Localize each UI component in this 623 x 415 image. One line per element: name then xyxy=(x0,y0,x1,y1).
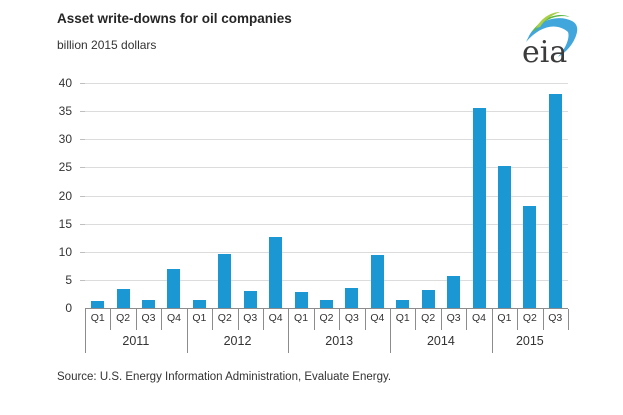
year-separator xyxy=(390,309,391,353)
quarter-separator xyxy=(136,309,137,330)
year-label-2014: 2014 xyxy=(426,334,455,348)
gridline-25 xyxy=(85,167,568,169)
quarter-label-2014-Q3: Q3 xyxy=(446,312,461,324)
y-tick-10 xyxy=(80,251,85,253)
bar-11 xyxy=(370,255,384,308)
y-tick-15 xyxy=(80,223,85,225)
y-tick-label-0: 0 xyxy=(65,301,72,315)
y-tick-label-10: 10 xyxy=(58,244,72,259)
quarter-label-2013-Q4: Q4 xyxy=(370,312,385,324)
year-separator xyxy=(187,309,188,353)
gridline-35 xyxy=(85,111,568,113)
quarter-label-2013-Q3: Q3 xyxy=(344,312,359,324)
bar-1 xyxy=(116,289,130,308)
quarter-label-2011-Q1: Q1 xyxy=(90,312,105,324)
quarter-separator xyxy=(415,309,416,330)
quarter-separator xyxy=(339,309,340,330)
bar-14 xyxy=(447,276,461,308)
quarter-separator xyxy=(365,309,366,330)
bar-13 xyxy=(421,290,435,308)
quarter-separator xyxy=(263,309,264,330)
y-tick-25 xyxy=(80,167,85,169)
bar-0 xyxy=(91,301,105,308)
chart-unit-label: billion 2015 dollars xyxy=(57,38,157,52)
quarter-label-2014-Q4: Q4 xyxy=(472,312,487,324)
y-tick-label-20: 20 xyxy=(58,188,72,203)
quarter-label-2012-Q2: Q2 xyxy=(217,312,232,324)
quarter-label-2013-Q1: Q1 xyxy=(294,312,309,324)
year-label-2012: 2012 xyxy=(223,334,252,348)
quarter-label-2012-Q1: Q1 xyxy=(192,312,207,324)
quarter-label-2011-Q4: Q4 xyxy=(166,312,181,324)
bar-12 xyxy=(396,300,410,308)
chart-title: Asset write-downs for oil companies xyxy=(57,11,292,26)
bar-5 xyxy=(218,254,232,308)
quarter-label-2013-Q2: Q2 xyxy=(319,312,334,324)
x-axis-band: Q1 Q2 Q3 Q4 2011 Q1 Q2 Q3 Q4 2012 Q1 Q2 Q3 Q4 2013 Q1 Q2… xyxy=(85,309,569,355)
year-label-2013: 2013 xyxy=(325,334,354,348)
quarter-separator xyxy=(466,309,467,330)
y-tick-5 xyxy=(80,279,85,281)
quarter-separator xyxy=(441,309,442,330)
y-tick-20 xyxy=(80,195,85,197)
y-tick-30 xyxy=(80,139,85,141)
y-tick-40 xyxy=(80,83,85,84)
quarter-separator xyxy=(161,309,162,330)
logo-blue-swoosh xyxy=(526,18,578,57)
source-note: Source: U.S. Energy Information Administ… xyxy=(57,371,392,383)
eia-logo: eia xyxy=(522,12,578,70)
quarter-label-2015-Q2: Q2 xyxy=(522,312,537,324)
y-tick-label-5: 5 xyxy=(65,272,72,287)
gridline-30 xyxy=(85,139,568,141)
bar-16 xyxy=(497,166,511,308)
bar-4 xyxy=(192,300,206,308)
bar-7 xyxy=(269,237,283,308)
quarter-separator xyxy=(238,309,239,330)
y-tick-35 xyxy=(80,111,85,113)
gridline-15 xyxy=(85,223,568,225)
quarter-label-2011-Q2: Q2 xyxy=(116,312,131,324)
quarter-label-2015-Q3: Q3 xyxy=(548,312,563,324)
quarter-separator xyxy=(543,309,544,330)
bar-3 xyxy=(167,269,181,308)
y-tick-label-40: 40 xyxy=(58,76,72,90)
bar-18 xyxy=(548,94,562,308)
bar-6 xyxy=(243,291,257,308)
gridline-40 xyxy=(85,83,568,84)
quarter-separator xyxy=(212,309,213,330)
y-tick-label-35: 35 xyxy=(58,104,72,119)
year-label-2011: 2011 xyxy=(122,334,150,348)
year-separator xyxy=(85,309,86,353)
logo-text: eia xyxy=(522,35,567,70)
logo-leaf-swoosh xyxy=(536,12,560,28)
quarter-label-2015-Q1: Q1 xyxy=(497,312,512,324)
bar-10 xyxy=(345,288,359,308)
quarter-separator xyxy=(568,309,569,330)
quarter-label-2012-Q4: Q4 xyxy=(268,312,283,324)
quarter-separator xyxy=(314,309,315,330)
quarter-separator xyxy=(110,309,111,330)
quarter-label-2014-Q1: Q1 xyxy=(395,312,410,324)
bar-9 xyxy=(320,300,333,308)
gridline-10 xyxy=(85,251,568,253)
quarter-separator xyxy=(517,309,518,330)
y-tick-label-15: 15 xyxy=(58,216,72,231)
y-tick-label-30: 30 xyxy=(58,132,72,147)
gridline-5 xyxy=(85,279,568,281)
bar-15 xyxy=(472,108,486,308)
quarter-label-2012-Q3: Q3 xyxy=(243,312,258,324)
bar-8 xyxy=(294,292,308,308)
bar-2 xyxy=(142,300,156,308)
year-label-2015: 2015 xyxy=(515,334,544,348)
y-tick-label-25: 25 xyxy=(58,160,72,175)
year-separator xyxy=(288,309,289,353)
quarter-label-2011-Q3: Q3 xyxy=(141,312,156,324)
plot-area xyxy=(85,83,568,309)
year-separator xyxy=(492,309,493,353)
gridline-20 xyxy=(85,195,568,197)
bar-17 xyxy=(523,206,537,308)
quarter-label-2014-Q2: Q2 xyxy=(421,312,436,324)
